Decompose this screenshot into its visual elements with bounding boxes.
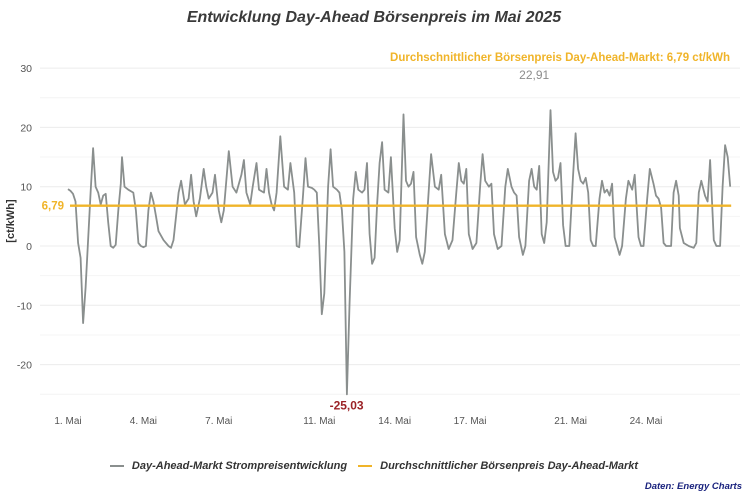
x-tick-label: 14. Mai — [378, 416, 411, 427]
y-tick-label: 0 — [26, 241, 32, 253]
gridlines — [40, 67, 740, 395]
data-source-note: Daten: Energy Charts — [644, 481, 742, 492]
y-tick-label: 30 — [20, 63, 32, 75]
average-value-label: 6,79 — [42, 201, 64, 213]
max-value-label: 22,91 — [519, 68, 549, 82]
y-axis-label: [ct/kWh] — [5, 199, 17, 243]
y-tick-label: 20 — [20, 122, 32, 134]
x-tick-label: 24. Mai — [630, 416, 663, 427]
legend-swatch-price — [109, 465, 124, 467]
x-tick-label: 21. Mai — [554, 416, 587, 427]
legend-label-average: Durchschnittlicher Börsenpreis Day-Ahead… — [380, 460, 639, 472]
series-line-day-ahead-price — [67, 109, 732, 396]
x-tick-label: 17. Mai — [454, 416, 487, 427]
legend-label-price: Day-Ahead-Markt Strompreisentwicklung — [131, 460, 348, 472]
y-tick-label: 10 — [20, 182, 32, 194]
x-tick-label: 1. Mai — [54, 416, 81, 427]
y-axis-ticks: 30 20 10 0 -10 -20 — [17, 63, 32, 372]
y-tick-label: -20 — [17, 360, 32, 372]
chart-title: Entwicklung Day-Ahead Börsenpreis im Mai… — [186, 9, 562, 26]
min-value-label: -25,03 — [330, 398, 364, 412]
x-tick-label: 11. Mai — [303, 416, 335, 427]
x-tick-label: 7. Mai — [205, 416, 232, 427]
legend-item-price[interactable]: Day-Ahead-Markt Strompreisentwicklung — [109, 460, 348, 472]
average-price-note: Durchschnittlicher Börsenpreis Day-Ahead… — [390, 52, 730, 64]
x-tick-label: 4. Mai — [130, 416, 157, 427]
legend-swatch-average — [358, 465, 373, 467]
legend-item-average[interactable]: Durchschnittlicher Börsenpreis Day-Ahead… — [358, 460, 638, 472]
y-tick-label: -10 — [17, 300, 32, 312]
chart-legend: Day-Ahead-Markt Strompreisentwicklung Du… — [0, 458, 748, 472]
x-axis-ticks: 1. Mai 4. Mai 7. Mai 11. Mai 14. Mai 17. Mai 2… — [54, 416, 662, 427]
